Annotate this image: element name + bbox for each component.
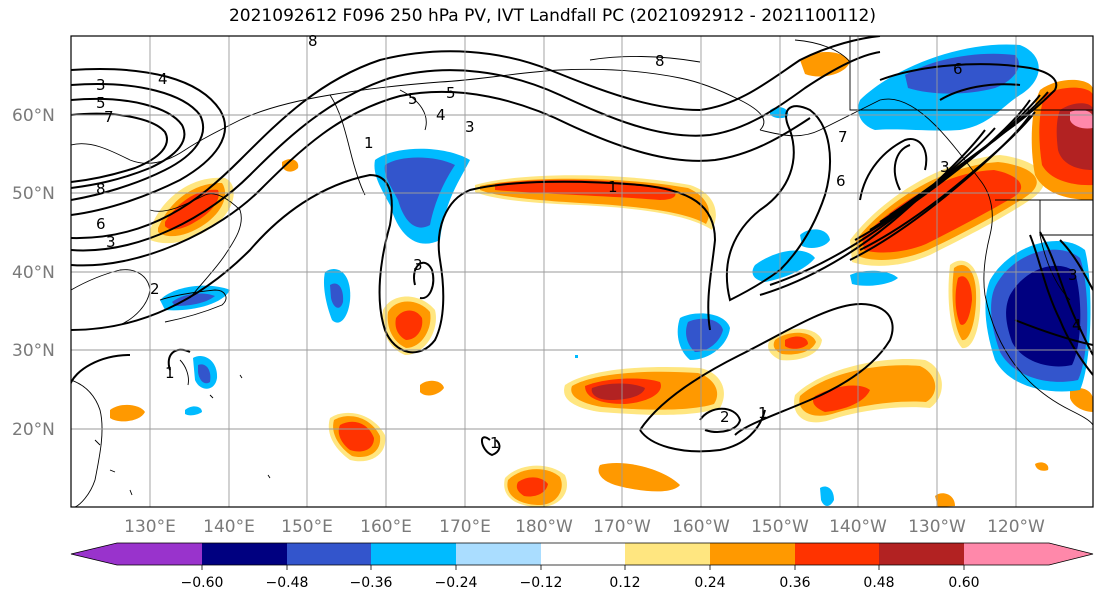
contour-label: 7 xyxy=(104,108,114,126)
contour-label: 5 xyxy=(96,94,106,112)
contour-label: 3 xyxy=(1068,266,1078,284)
colorbar-segment xyxy=(287,543,371,565)
contour-label: 5 xyxy=(446,84,456,102)
colorbar-tick-label: −0.60 xyxy=(181,575,224,591)
contour-label: 1 xyxy=(165,364,175,382)
colorbar-tick-label: 0.24 xyxy=(694,575,725,591)
colorbar-segment xyxy=(795,543,879,565)
colorbar-segment xyxy=(541,543,625,565)
longitude-labels: 130°E 140°E 150°E 160°E 170°E 180°W 170°… xyxy=(124,517,1045,537)
lat-label: 30°N xyxy=(12,341,55,361)
lat-label: 40°N xyxy=(12,263,55,283)
colorbar-segment xyxy=(625,543,710,565)
contour-label: 1 xyxy=(490,434,500,452)
colorbar-segment xyxy=(964,543,1093,565)
lon-label: 130°W xyxy=(908,517,966,537)
contour-label: 5 xyxy=(408,90,418,108)
colorbar-segment xyxy=(710,543,795,565)
colorbar-tick-label: −0.12 xyxy=(520,575,563,591)
colorbar-tick-label: 0.12 xyxy=(609,575,640,591)
contour-label: 3 xyxy=(106,233,116,251)
lat-label: 50°N xyxy=(12,184,55,204)
graticule xyxy=(71,36,1093,507)
lon-label: 130°E xyxy=(124,517,176,537)
contour-label: 8 xyxy=(96,180,106,198)
colorbar-segment xyxy=(71,543,117,565)
lon-label: 160°W xyxy=(672,517,730,537)
colorbar-outline xyxy=(70,542,1094,566)
colorbar-segment xyxy=(879,543,964,565)
lat-label: 60°N xyxy=(12,106,55,126)
colorbar-segment xyxy=(456,543,541,565)
lon-label: 140°E xyxy=(203,517,255,537)
lon-label: 150°W xyxy=(751,517,809,537)
latitude-labels: 60°N 50°N 40°N 30°N 20°N xyxy=(12,106,55,440)
contour-label: 1 xyxy=(758,404,768,422)
contour-label: 4 xyxy=(1072,316,1082,334)
colorbar-tick-label: −0.36 xyxy=(350,575,393,591)
contour-label: 3 xyxy=(413,256,423,274)
contour-label: 1 xyxy=(364,134,374,152)
colorbar-tick-label: 0.36 xyxy=(779,575,810,591)
map-title: 2021092612 F096 250 hPa PV, IVT Landfall… xyxy=(228,6,876,26)
contour-label: 3 xyxy=(940,158,950,176)
colorbar: −0.60 −0.48 −0.36 −0.24 −0.12 0.12 0.24 … xyxy=(70,542,1094,591)
contour-label: 3 xyxy=(465,118,475,136)
contour-label: 6 xyxy=(96,215,106,233)
contour-label: 2 xyxy=(150,280,160,298)
contour-label: 4 xyxy=(436,106,446,124)
lon-label: 170°E xyxy=(439,517,491,537)
contour-label: 3 xyxy=(96,76,106,94)
colorbar-tick-label: 0.60 xyxy=(948,575,979,591)
colorbar-tick-label: −0.48 xyxy=(266,575,309,591)
colorbar-tick-label: 0.48 xyxy=(863,575,894,591)
lat-label: 20°N xyxy=(12,420,55,440)
lon-label: 170°W xyxy=(593,517,651,537)
contour-label: 1 xyxy=(608,178,618,196)
lon-label: 180°W xyxy=(515,517,573,537)
lon-label: 150°E xyxy=(281,517,333,537)
colorbar-segment xyxy=(202,543,287,565)
pv-contours xyxy=(71,36,1093,457)
colorbar-segment xyxy=(117,543,202,565)
lon-label: 120°W xyxy=(987,517,1045,537)
contour-label: 4 xyxy=(158,70,168,88)
colorbar-segment xyxy=(371,543,456,565)
contour-label: 6 xyxy=(836,172,846,190)
contour-label-group: 3 4 5 7 8 6 3 2 1 8 5 4 5 3 1 3 8 1 1 2 … xyxy=(96,32,1082,452)
contour-label: 8 xyxy=(655,52,665,70)
lon-label: 160°E xyxy=(360,517,412,537)
colorbar-tick-label: −0.24 xyxy=(435,575,478,591)
map-border xyxy=(70,35,1094,508)
contour-label: 6 xyxy=(953,60,963,78)
contour-label: 7 xyxy=(838,128,848,146)
lon-label: 140°W xyxy=(829,517,887,537)
contour-label: 2 xyxy=(720,408,730,426)
contour-label: 8 xyxy=(308,32,318,50)
